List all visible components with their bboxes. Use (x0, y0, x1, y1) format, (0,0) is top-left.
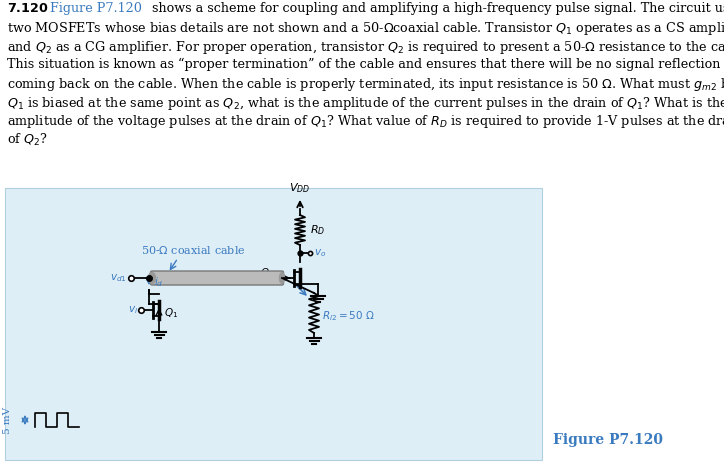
Text: $i_d$: $i_d$ (154, 275, 164, 289)
Text: $v_i$: $v_i$ (128, 304, 138, 316)
Text: $v_{d1}$: $v_{d1}$ (110, 272, 127, 284)
Text: $\mathbf{7.120}$: $\mathbf{7.120}$ (7, 2, 49, 15)
Text: 5 mV: 5 mV (3, 406, 12, 433)
Text: $R_{i2}=50\ \Omega$: $R_{i2}=50\ \Omega$ (322, 309, 375, 323)
Ellipse shape (148, 272, 156, 284)
Text: Figure P7.120: Figure P7.120 (553, 433, 663, 447)
Text: $Q_1$ is biased at the same point as $Q_2$, what is the amplitude of the current: $Q_1$ is biased at the same point as $Q_… (7, 94, 724, 112)
Text: $Q_1$: $Q_1$ (164, 306, 178, 320)
Text: $R_D$: $R_D$ (310, 223, 325, 237)
Text: Figure P7.120: Figure P7.120 (50, 2, 142, 15)
FancyBboxPatch shape (151, 271, 284, 285)
Text: two MOSFETs whose bias details are not shown and a 50-$\Omega$coaxial cable. Tra: two MOSFETs whose bias details are not s… (7, 20, 724, 38)
Text: amplitude of the voltage pulses at the drain of $Q_1$? What value of $R_D$ is re: amplitude of the voltage pulses at the d… (7, 113, 724, 130)
Text: of $Q_2$?: of $Q_2$? (7, 132, 48, 147)
Text: shows a scheme for coupling and amplifying a high-frequency pulse signal. The ci: shows a scheme for coupling and amplifyi… (148, 2, 724, 15)
Text: coming back on the cable. When the cable is properly terminated, its input resis: coming back on the cable. When the cable… (7, 76, 724, 93)
Text: This situation is known as “proper termination” of the cable and ensures that th: This situation is known as “proper termi… (7, 58, 720, 71)
Text: $V_{DD}$: $V_{DD}$ (290, 181, 311, 195)
Text: $Q_2$: $Q_2$ (260, 266, 274, 280)
FancyBboxPatch shape (5, 188, 542, 460)
Text: and $Q_2$ as a CG amplifier. For proper operation, transistor $Q_2$ is required : and $Q_2$ as a CG amplifier. For proper … (7, 39, 724, 56)
Ellipse shape (279, 272, 285, 284)
Text: 50-$\Omega$ coaxial cable: 50-$\Omega$ coaxial cable (140, 244, 245, 256)
Text: $v_o$: $v_o$ (314, 247, 327, 259)
